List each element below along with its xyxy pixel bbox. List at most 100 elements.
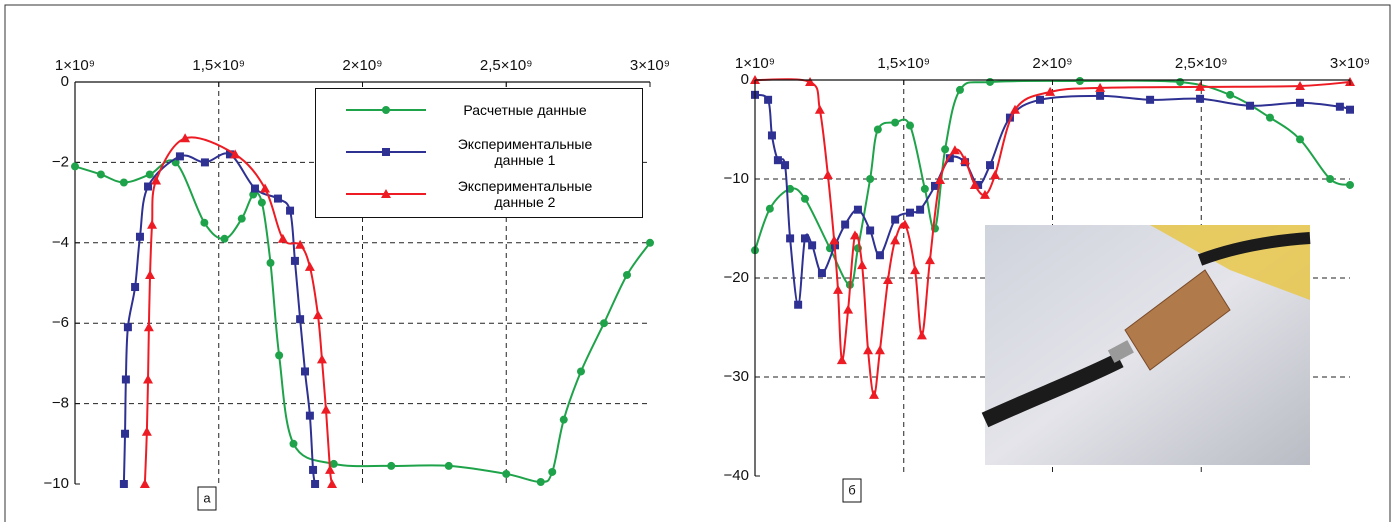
marker bbox=[808, 241, 817, 250]
marker bbox=[329, 459, 338, 468]
marker bbox=[833, 284, 844, 294]
marker bbox=[305, 411, 314, 420]
x-tick-label: 1,5×10⁹ bbox=[877, 55, 930, 72]
marker bbox=[444, 461, 453, 470]
marker bbox=[143, 374, 154, 384]
y-tick-label: −8 bbox=[52, 395, 69, 412]
marker bbox=[145, 269, 156, 279]
marker bbox=[930, 181, 939, 190]
y-tick-label: −40 bbox=[724, 467, 749, 484]
marker bbox=[863, 345, 874, 355]
marker bbox=[875, 251, 884, 260]
legend-entry: Экспериментальные данные 1 bbox=[316, 131, 642, 173]
marker bbox=[311, 480, 320, 488]
marker bbox=[381, 189, 391, 198]
marker bbox=[1176, 77, 1185, 86]
marker bbox=[71, 162, 79, 171]
marker bbox=[891, 118, 900, 127]
marker bbox=[891, 215, 900, 224]
series-line bbox=[143, 136, 334, 485]
marker bbox=[822, 170, 833, 180]
y-tick-label: 0 bbox=[741, 71, 749, 88]
photo-inset bbox=[981, 225, 1311, 465]
marker bbox=[123, 323, 132, 332]
legend-entry: Расчетные данные bbox=[316, 89, 642, 131]
marker bbox=[295, 239, 306, 249]
marker bbox=[764, 95, 773, 104]
marker bbox=[1246, 101, 1255, 110]
marker bbox=[623, 270, 631, 279]
marker bbox=[969, 179, 980, 189]
photo-board bbox=[1124, 269, 1231, 371]
legend-swatch bbox=[346, 148, 426, 156]
marker bbox=[387, 461, 396, 470]
marker bbox=[1005, 113, 1014, 122]
marker bbox=[135, 232, 144, 241]
y-tick-label: −2 bbox=[52, 153, 69, 170]
marker bbox=[857, 260, 868, 270]
marker bbox=[1335, 102, 1344, 111]
marker bbox=[853, 205, 862, 214]
y-tick-label: −6 bbox=[52, 314, 69, 331]
marker bbox=[147, 219, 158, 229]
marker bbox=[296, 315, 305, 324]
marker bbox=[96, 170, 105, 179]
marker bbox=[866, 226, 875, 235]
marker bbox=[836, 355, 847, 365]
marker bbox=[1036, 95, 1045, 104]
marker bbox=[275, 351, 284, 360]
marker bbox=[577, 367, 585, 376]
legend-swatch bbox=[346, 106, 426, 114]
marker bbox=[257, 198, 266, 207]
y-tick-label: −10 bbox=[724, 170, 749, 187]
marker bbox=[924, 255, 935, 265]
marker bbox=[249, 190, 258, 199]
marker bbox=[849, 230, 860, 240]
marker bbox=[1010, 104, 1021, 114]
marker bbox=[869, 389, 879, 399]
marker bbox=[139, 479, 150, 488]
marker bbox=[916, 205, 925, 214]
marker bbox=[882, 274, 893, 284]
marker bbox=[266, 258, 275, 267]
marker bbox=[289, 439, 298, 448]
marker bbox=[141, 426, 152, 436]
photo-connector bbox=[1107, 340, 1134, 363]
marker bbox=[949, 145, 960, 155]
marker bbox=[144, 182, 153, 191]
marker bbox=[119, 480, 128, 488]
marker bbox=[1295, 80, 1306, 90]
marker bbox=[955, 85, 964, 94]
x-tick-label: 2,5×10⁹ bbox=[1175, 55, 1228, 72]
marker bbox=[866, 175, 875, 183]
marker bbox=[273, 194, 282, 203]
legend-entry: Экспериментальные данные 2 bbox=[316, 173, 642, 215]
panel-label-box bbox=[197, 486, 217, 511]
marker bbox=[309, 465, 318, 474]
marker bbox=[794, 300, 803, 309]
frame bbox=[4, 4, 1391, 522]
marker bbox=[304, 261, 315, 271]
marker bbox=[230, 149, 241, 159]
marker bbox=[225, 150, 234, 159]
marker bbox=[200, 158, 209, 167]
marker bbox=[773, 156, 782, 165]
marker bbox=[800, 234, 809, 243]
marker bbox=[286, 206, 295, 215]
marker bbox=[974, 180, 983, 189]
marker bbox=[143, 322, 154, 332]
x-tick-label: 2×10⁹ bbox=[342, 57, 382, 74]
marker bbox=[119, 178, 128, 187]
marker bbox=[990, 170, 1001, 180]
marker bbox=[1226, 90, 1235, 99]
marker bbox=[121, 375, 130, 384]
marker bbox=[1096, 91, 1105, 100]
marker bbox=[920, 184, 929, 193]
marker bbox=[829, 235, 840, 245]
marker bbox=[382, 106, 390, 114]
series-line bbox=[754, 79, 1351, 286]
marker bbox=[941, 145, 950, 154]
marker bbox=[805, 76, 816, 86]
marker bbox=[800, 194, 809, 203]
